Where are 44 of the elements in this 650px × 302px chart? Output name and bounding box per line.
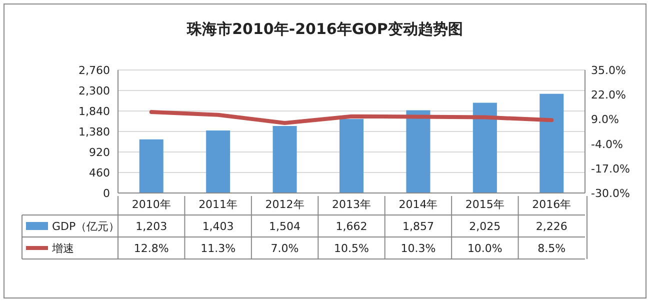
y2-tick-label: 9.0% <box>591 113 619 126</box>
legend-label: GDP（亿元） <box>52 220 120 233</box>
y-tick-label: 1,380 <box>78 126 110 138</box>
data-label: 1,662 <box>336 220 368 233</box>
bar <box>406 110 430 193</box>
data-label: 2,025 <box>469 220 501 233</box>
data-label: 1,203 <box>136 220 168 233</box>
bar <box>139 139 164 193</box>
y-tick-label: 2,300 <box>78 84 110 98</box>
x-tick-label: 2014年 <box>398 198 438 211</box>
data-label: 1,403 <box>202 220 234 233</box>
data-label: 10.3% <box>400 242 436 255</box>
data-label: 11.3% <box>200 242 236 255</box>
y-tick-label: 920 <box>89 146 110 159</box>
x-tick-label: 2015年 <box>465 198 504 211</box>
x-tick-label: 2012年 <box>265 198 304 211</box>
x-tick-label: 2013年 <box>332 198 371 211</box>
y-tick-label: 2,760 <box>78 64 110 77</box>
data-label: 10.5% <box>334 242 369 255</box>
bar <box>272 126 297 193</box>
data-label: 8.5% <box>538 242 566 255</box>
data-label: 10.0% <box>467 242 502 255</box>
y2-tick-label: -17.0% <box>591 162 630 176</box>
y2-tick-label: -30.0% <box>591 187 630 200</box>
chart-title: 珠海市2010年-2016年GOP变动趋势图 <box>186 20 463 38</box>
x-tick-label: 2010年 <box>132 198 171 211</box>
data-label: 7.0% <box>270 242 299 255</box>
data-label: 12.8% <box>134 242 169 255</box>
data-label: 1,504 <box>269 220 301 233</box>
x-tick-label: 2011年 <box>198 198 238 211</box>
y-tick-label: 0 <box>103 187 110 200</box>
bar <box>540 94 564 193</box>
y2-tick-label: 35.0% <box>591 64 626 77</box>
data-label: 1,857 <box>402 220 434 233</box>
y2-tick-label: 22.0% <box>591 88 626 102</box>
bar <box>339 118 364 193</box>
y2-tick-label: -4.0% <box>591 138 623 151</box>
x-tick-label: 2016年 <box>532 198 572 211</box>
data-label: 2,226 <box>536 220 568 233</box>
bar <box>472 102 497 193</box>
y-tick-label: 1,840 <box>78 105 110 118</box>
y-tick-label: 460 <box>89 166 110 180</box>
bar <box>206 130 230 193</box>
legend-label: 增速 <box>51 242 74 255</box>
